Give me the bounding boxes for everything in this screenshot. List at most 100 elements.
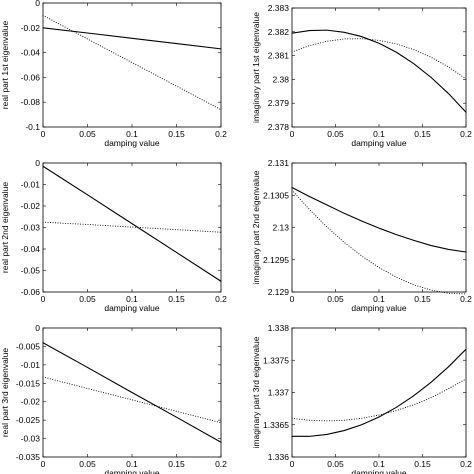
panel-real-part-2nd: 0 0.05 0.1 0.15 0.2 -0.06 -0.05 -0.04 -0.03 -0.02…	[0, 158, 227, 313]
y-tick-label: 2.131	[268, 158, 290, 168]
y-tick-label: -0.05	[21, 266, 41, 276]
y-tick-label: 2.379	[268, 98, 290, 108]
y-tick-label: 2.13	[272, 223, 289, 233]
panel-imaginary-part-2nd: 0 0.05 0.1 0.15 0.2 2.129 2.1295 2.13 2.1305 2.13…	[251, 158, 472, 313]
x-tick-label: 0.15	[168, 294, 185, 304]
x-axis-label: damping value	[104, 138, 160, 148]
y-tick-label: 2.381	[268, 51, 290, 61]
x-tick-label: 0	[290, 459, 295, 469]
y-axis-label: imaginary part 1st eigenvalue	[251, 12, 261, 123]
y-axis-label: imaginary part 3rd eigenvalue	[251, 336, 261, 448]
y-tick-label: -0.04	[21, 48, 41, 58]
x-tick-label: 0	[41, 129, 46, 139]
y-tick-label: 0	[35, 158, 40, 168]
x-tick-label: 0	[41, 294, 46, 304]
y-tick-label: 2.382	[268, 27, 290, 37]
series-line-solid	[291, 29, 467, 113]
x-tick-label: 0.05	[79, 129, 96, 139]
plot-frame	[291, 162, 467, 293]
y-tick-label: -0.03	[21, 434, 41, 444]
panel-real-part-3rd: 0 0.05 0.1 0.15 0.2 -0.035 -0.03 -0.025 -0.02 -0.…	[0, 323, 227, 474]
series-line-solid	[42, 342, 222, 443]
x-tick-label: 0	[290, 129, 295, 139]
y-tick-label: 2.38	[272, 74, 289, 84]
x-tick-label: 0	[41, 459, 46, 469]
y-tick-label: 0	[35, 323, 40, 333]
y-tick-label: 1.337	[268, 388, 290, 398]
x-tick-label: 0.1	[126, 129, 138, 139]
y-tick-label: 2.1295	[263, 255, 289, 265]
series-line-dotted	[42, 376, 222, 424]
y-axis-label: real part 1st eigenvalue	[0, 21, 10, 110]
x-tick-label: 0.15	[414, 129, 431, 139]
y-tick-label: -0.06	[21, 287, 41, 297]
series-line-solid	[42, 27, 222, 50]
x-tick-label: 0.1	[373, 459, 385, 469]
plot-frame	[291, 327, 467, 458]
x-tick-label: 0.2	[215, 129, 227, 139]
x-axis-label: damping value	[104, 468, 160, 474]
x-tick-label: 0.15	[168, 129, 185, 139]
y-tick-label: -0.04	[21, 244, 41, 254]
series-line-dotted	[291, 378, 467, 422]
y-tick-label: -0.03	[21, 223, 41, 233]
y-tick-label: 1.336	[268, 452, 290, 462]
x-tick-label: 0.05	[79, 459, 96, 469]
x-tick-label: 0.1	[373, 294, 385, 304]
y-tick-label: 2.378	[268, 122, 290, 132]
y-tick-label: 2.383	[268, 3, 290, 13]
x-tick-label: 0.2	[460, 129, 472, 139]
series-line-solid	[291, 348, 467, 437]
series-line-solid	[291, 186, 467, 253]
series-line-solid	[42, 165, 222, 282]
x-tick-label: 0	[290, 294, 295, 304]
plot-frame	[42, 162, 222, 293]
plot-frame	[42, 2, 222, 128]
y-axis-label: real part 2nd eigenvalue	[0, 182, 10, 273]
series-line-dotted	[291, 38, 467, 80]
y-tick-label: 0	[35, 0, 40, 8]
y-tick-label: -0.025	[16, 415, 40, 425]
x-tick-label: 0.05	[327, 459, 344, 469]
x-tick-label: 0.15	[414, 294, 431, 304]
x-tick-label: 0.1	[126, 294, 138, 304]
panel-imaginary-part-1st: 0 0.05 0.1 0.15 0.2 2.378 2.379 2.38 2.381 2.382 2…	[251, 3, 472, 148]
x-tick-label: 0.1	[126, 459, 138, 469]
panel-imaginary-part-3rd: 0 0.05 0.1 0.15 0.2 1.336 1.3365 1.337 1.3375 1.3…	[251, 323, 472, 474]
x-axis-label: damping value	[104, 303, 160, 313]
y-axis-label: real part 3rd eigenvalue	[0, 348, 10, 438]
series-line-dotted	[42, 221, 222, 233]
y-tick-label: -0.01	[21, 180, 41, 190]
x-tick-label: 0.2	[460, 459, 472, 469]
y-axis-label: imaginary part 2nd eigenvalue	[251, 170, 261, 284]
y-tick-label: -0.005	[16, 341, 40, 351]
y-tick-label: -0.035	[16, 452, 40, 462]
x-axis-label: damping value	[351, 303, 407, 313]
x-tick-label: 0.05	[327, 129, 344, 139]
x-tick-label: 0.15	[168, 459, 185, 469]
y-tick-label: -0.1	[25, 122, 40, 132]
y-tick-label: 1.3375	[263, 355, 289, 365]
y-tick-label: -0.08	[21, 97, 41, 107]
y-tick-label: 1.3365	[263, 420, 289, 430]
x-axis-label: damping value	[351, 138, 407, 148]
y-tick-label: -0.015	[16, 378, 40, 388]
panel-real-part-1st: 0 0.05 0.1 0.15 0.2 -0.1 -0.08 -0.06 -0.04 -0.02 0…	[0, 0, 227, 148]
y-tick-label: -0.02	[21, 23, 41, 33]
y-tick-label: -0.02	[21, 397, 41, 407]
x-tick-label: 0.2	[460, 294, 472, 304]
x-tick-label: 0.05	[79, 294, 96, 304]
y-tick-label: -0.01	[21, 360, 41, 370]
series-line-dotted	[291, 189, 467, 295]
x-tick-label: 0.15	[414, 459, 431, 469]
y-tick-label: -0.06	[21, 72, 41, 82]
y-tick-label: 2.129	[268, 287, 290, 297]
x-tick-label: 0.1	[373, 129, 385, 139]
x-tick-label: 0.05	[327, 294, 344, 304]
y-tick-label: -0.02	[21, 201, 41, 211]
x-tick-label: 0.2	[215, 294, 227, 304]
y-tick-label: 1.338	[268, 323, 290, 333]
x-axis-label: damping value	[351, 468, 407, 474]
y-tick-label: 2.1305	[263, 190, 289, 200]
